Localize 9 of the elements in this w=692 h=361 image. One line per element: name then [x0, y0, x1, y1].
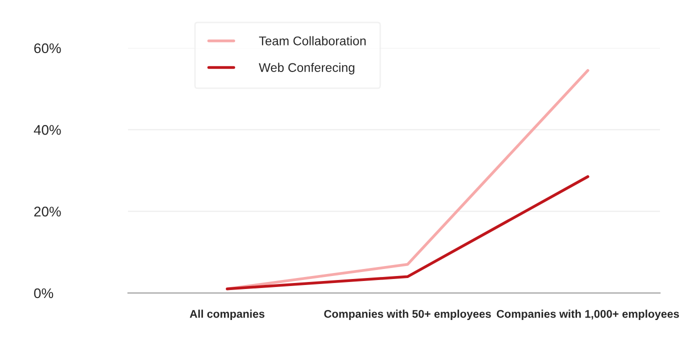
y-tick-label: 40% — [34, 125, 61, 135]
x-tick-label: Companies with 1,000+ employees — [496, 310, 679, 320]
legend-label: Web Conferecing — [258, 62, 354, 74]
y-tick-label: 0% — [34, 288, 54, 298]
legend-label: Team Collaboration — [259, 36, 366, 46]
y-tick-label: 60% — [34, 43, 61, 54]
y-tick-label: 20% — [34, 206, 61, 217]
x-tick-label: All companies — [190, 310, 264, 320]
x-tick-label: Companies with 50+ employees — [324, 310, 491, 320]
